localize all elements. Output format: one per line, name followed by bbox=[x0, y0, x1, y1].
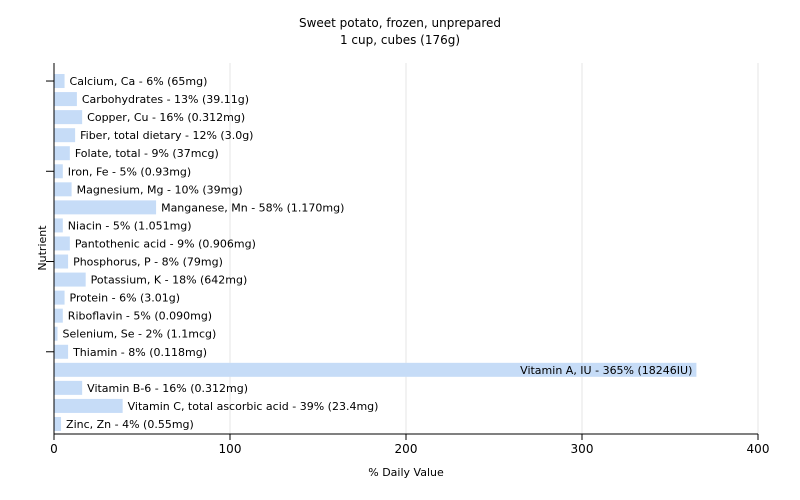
bar-label: Manganese, Mn - 58% (1.170mg) bbox=[161, 201, 344, 214]
x-tick-label: 0 bbox=[50, 442, 58, 456]
bar-label: Potassium, K - 18% (642mg) bbox=[91, 274, 248, 287]
bar bbox=[54, 344, 69, 359]
bar-label: Pantothenic acid - 9% (0.906mg) bbox=[75, 237, 256, 250]
bar bbox=[54, 218, 63, 233]
bar-label: Magnesium, Mg - 10% (39mg) bbox=[77, 183, 243, 196]
bar-label: Selenium, Se - 2% (1.1mcg) bbox=[63, 328, 217, 341]
chart-subtitle: 1 cup, cubes (176g) bbox=[340, 33, 460, 47]
x-tick-label: 100 bbox=[219, 442, 242, 456]
x-tick-label: 300 bbox=[571, 442, 594, 456]
bar bbox=[54, 164, 63, 179]
bar-label: Fiber, total dietary - 12% (3.0g) bbox=[80, 129, 253, 142]
bar-label: Protein - 6% (3.01g) bbox=[70, 292, 181, 305]
bar bbox=[54, 290, 65, 305]
bar bbox=[54, 146, 70, 161]
bar bbox=[54, 74, 65, 89]
bar-label: Niacin - 5% (1.051mg) bbox=[68, 219, 192, 232]
bar bbox=[54, 92, 77, 107]
bar bbox=[54, 308, 63, 323]
x-ticks-group: 0 100 200 300 400 bbox=[50, 434, 769, 456]
bar-label: Zinc, Zn - 4% (0.55mg) bbox=[66, 418, 194, 431]
bar bbox=[54, 128, 76, 143]
x-axis-label: % Daily Value bbox=[368, 466, 444, 479]
bar-label: Riboflavin - 5% (0.090mg) bbox=[68, 310, 212, 323]
bar-label: Vitamin A, IU - 365% (18246IU) bbox=[520, 364, 692, 377]
bar bbox=[54, 416, 62, 431]
gridlines bbox=[229, 63, 759, 434]
y-axis-label: Nutrient bbox=[36, 225, 49, 271]
bars-group: Calcium, Ca - 6% (65mg) Carbohydrates - 1… bbox=[54, 74, 697, 431]
bar-label: Vitamin B-6 - 16% (0.312mg) bbox=[87, 382, 248, 395]
bar bbox=[54, 380, 83, 395]
bar-label: Copper, Cu - 16% (0.312mg) bbox=[87, 111, 245, 124]
bar bbox=[54, 326, 58, 341]
bar bbox=[54, 182, 72, 197]
bar-label: Thiamin - 8% (0.118mg) bbox=[72, 346, 207, 359]
x-tick-label: 400 bbox=[747, 442, 770, 456]
bar bbox=[54, 272, 86, 287]
bar bbox=[54, 200, 157, 215]
bar-label: Calcium, Ca - 6% (65mg) bbox=[70, 75, 208, 88]
bar bbox=[54, 362, 697, 377]
x-tick-label: 200 bbox=[395, 442, 418, 456]
bar-label: Vitamin C, total ascorbic acid - 39% (23… bbox=[128, 400, 379, 413]
bar bbox=[54, 110, 83, 125]
bar-label: Carbohydrates - 13% (39.11g) bbox=[82, 93, 249, 106]
bar bbox=[54, 254, 69, 269]
chart-title: Sweet potato, frozen, unprepared bbox=[299, 16, 501, 30]
bar-label: Iron, Fe - 5% (0.93mg) bbox=[68, 165, 191, 178]
bar-label: Phosphorus, P - 8% (79mg) bbox=[73, 256, 223, 269]
bar-label: Folate, total - 9% (37mcg) bbox=[75, 147, 219, 160]
bar bbox=[54, 398, 123, 413]
bar bbox=[54, 236, 70, 251]
